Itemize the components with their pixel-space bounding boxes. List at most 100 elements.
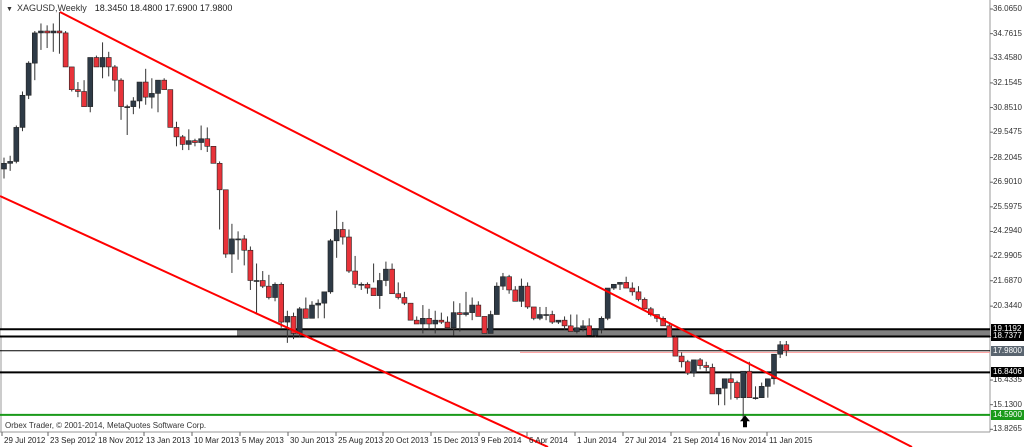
candle-body — [684, 361, 691, 374]
price-tag-16-8406: 16.8406 — [991, 367, 1024, 378]
price-tick-label: 32.1545 — [993, 77, 1022, 87]
candle-body — [296, 308, 303, 334]
candle-body — [93, 57, 100, 68]
candle-body — [537, 314, 543, 319]
candle-body — [130, 100, 137, 107]
candle-body — [574, 327, 580, 332]
candle-body — [75, 89, 81, 92]
candle-body — [87, 57, 94, 107]
price-tick-label: 22.9905 — [993, 251, 1022, 261]
candle-body — [376, 280, 383, 296]
candle-body — [635, 291, 642, 300]
candle-body — [765, 378, 771, 387]
time-tick-label: 13 Jan 2013 — [146, 436, 191, 445]
candle-body — [604, 287, 611, 319]
candle-body — [333, 229, 340, 242]
time-tick-label: 9 Feb 2014 — [481, 436, 522, 445]
candle-body — [487, 314, 494, 334]
symbol-label: XAGUSD,Weekly — [16, 3, 87, 13]
candle-body — [327, 240, 334, 293]
time-tick-label: 25 Aug 2013 — [338, 436, 383, 445]
time-tick-label: 23 Sep 2012 — [50, 436, 96, 445]
candle-body — [31, 32, 38, 64]
candle-body — [124, 106, 130, 108]
price-tick-label: 20.3440 — [993, 301, 1022, 311]
candle-body — [567, 325, 574, 332]
price-tick-label: 30.8510 — [993, 102, 1022, 112]
candle-body — [303, 308, 309, 319]
candle-body — [746, 370, 753, 398]
candle-body — [395, 293, 402, 298]
candle-body — [672, 336, 679, 357]
price-tag-17-9800: 17.9800 — [991, 345, 1024, 356]
candle-body — [204, 138, 211, 147]
copyright-text: Orbex Trader, © 2001-2014, MetaQuotes So… — [5, 421, 207, 430]
candle-body — [346, 236, 352, 272]
price-tag-19-1192: 19.1192 — [991, 324, 1024, 335]
candle-body — [272, 283, 278, 298]
candle-body — [450, 312, 457, 329]
candle-body — [222, 189, 229, 255]
candle-body — [50, 30, 57, 34]
candle-body — [783, 344, 790, 352]
time-tick-label: 21 Sep 2014 — [673, 436, 719, 445]
candle-body — [142, 81, 149, 98]
candle-body — [506, 276, 512, 291]
time-tick-label: 30 Jun 2013 — [290, 436, 335, 445]
price-tick-label: 34.7615 — [993, 28, 1022, 38]
candle-body — [266, 285, 272, 298]
candle-body — [438, 319, 445, 323]
candle-body — [105, 57, 112, 68]
candle-body — [475, 304, 482, 317]
candle-body — [253, 280, 260, 282]
candle-body — [623, 282, 629, 289]
candle-body — [364, 283, 371, 289]
candle-body — [728, 378, 734, 383]
candle-body — [500, 276, 506, 287]
price-tick-label: 13.8265 — [993, 424, 1022, 434]
ohlc-values: 18.3450 18.4800 17.6900 17.9800 — [94, 3, 233, 13]
candle-body — [19, 94, 26, 128]
candle-body — [426, 317, 432, 325]
time-tick-label: 1 Jun 2014 — [577, 436, 617, 445]
candle-body — [777, 344, 783, 355]
candle-body — [629, 287, 636, 293]
candle-body — [493, 285, 500, 315]
price-tick-label: 24.2940 — [993, 226, 1022, 236]
time-tick-label: 20 Oct 2013 — [385, 436, 429, 445]
candle-body — [752, 397, 759, 399]
triangle-down-icon[interactable]: ▼ — [6, 6, 13, 13]
candle-body — [210, 146, 217, 164]
price-tick-label: 16.4335 — [993, 375, 1022, 385]
support-zone-blank — [1, 329, 237, 337]
candle-body — [389, 268, 395, 295]
candle-body — [155, 79, 161, 94]
candle-body — [259, 280, 266, 287]
candle-body — [99, 57, 106, 68]
candle-body — [463, 312, 469, 315]
time-tick-label: 29 Jul 2012 — [4, 436, 46, 445]
time-tick-label: 16 Nov 2014 — [721, 436, 767, 445]
candle-body — [444, 321, 451, 329]
candle-body — [481, 316, 488, 334]
candle-body — [512, 289, 519, 302]
candle-body — [229, 238, 235, 255]
candle-body — [611, 283, 617, 289]
candle-body — [703, 365, 710, 368]
price-tick-label: 33.4580 — [993, 53, 1022, 63]
candle-body — [186, 140, 192, 145]
arrow-up-icon — [740, 415, 750, 428]
candle-body — [198, 138, 204, 143]
candle-body — [13, 127, 20, 162]
candle-body — [68, 66, 75, 90]
channel-line-lower — [0, 195, 549, 447]
candle-body — [401, 297, 408, 304]
candle-body — [192, 140, 198, 143]
candle-body — [290, 316, 297, 334]
candle-body — [149, 93, 155, 98]
candle-body — [457, 312, 463, 315]
candle-body — [543, 314, 549, 316]
time-tick-label: 5 May 2013 — [242, 436, 284, 445]
